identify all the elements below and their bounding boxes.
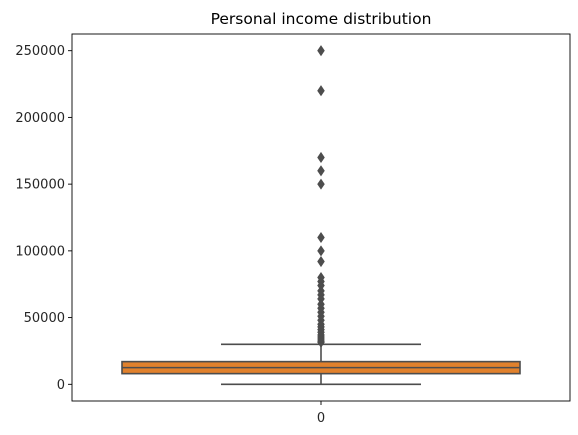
outlier-point: [317, 85, 325, 97]
outlier-point: [317, 151, 325, 163]
outlier-point: [317, 231, 325, 244]
x-tick-label: 0: [317, 411, 325, 426]
y-tick-label: 200000: [15, 111, 65, 126]
y-tick-label: 50000: [24, 311, 65, 326]
plot-area: 0 50000 100000 150000 200000 250000 0: [15, 44, 521, 426]
outlier-point: [317, 165, 325, 177]
y-tick-label: 100000: [15, 244, 65, 259]
outlier-point: [317, 256, 325, 268]
y-tick-label: 0: [57, 378, 65, 393]
chart-title: Personal income distribution: [211, 10, 432, 28]
outlier-point: [317, 336, 325, 348]
outlier-point: [317, 45, 325, 57]
y-tick-label: 250000: [15, 44, 65, 59]
y-tick-label: 150000: [15, 178, 65, 193]
outlier-point: [317, 178, 325, 190]
axes-frame: [71, 33, 571, 402]
outlier-point: [317, 245, 325, 257]
